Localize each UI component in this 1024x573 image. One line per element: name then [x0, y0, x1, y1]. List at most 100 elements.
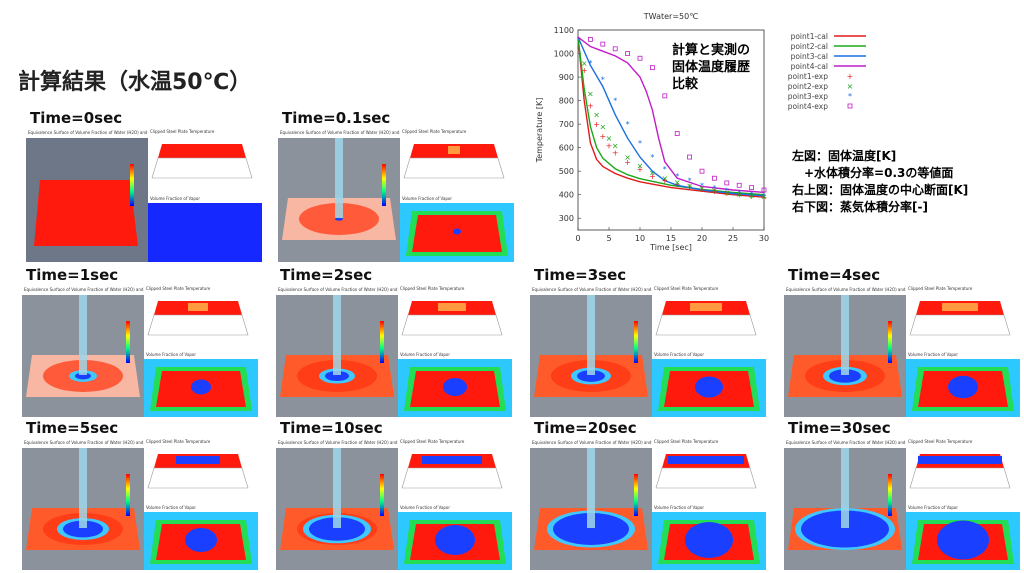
vapor-void — [191, 379, 211, 395]
water-jet — [335, 138, 343, 218]
simulation-frame: Equivalence Surface of Volume Fraction o… — [530, 438, 766, 570]
vapor-view-header — [144, 351, 258, 359]
data-point — [761, 187, 767, 193]
y-tick-label: 900 — [559, 73, 574, 82]
clip-view-background — [906, 438, 1020, 504]
clip-frame — [655, 314, 757, 336]
data-point: × — [736, 190, 743, 199]
colorbar — [634, 474, 638, 516]
clip-view-caption: Clipped Steel Plate Temperature — [654, 286, 719, 291]
simulation-frame: Equivalence Surface of Volume Fraction o… — [784, 438, 1020, 570]
simulation-frame: Equivalence Surface of Volume Fraction o… — [530, 285, 766, 417]
colorbar — [888, 321, 892, 363]
vapor-void — [685, 522, 733, 558]
iso-view-header — [278, 128, 400, 138]
time-label: Time=0sec — [30, 109, 123, 127]
legend-note-line: +水体積分率=0.3の等値面 — [792, 166, 954, 180]
data-point — [612, 46, 618, 52]
clip-view-background — [400, 128, 514, 195]
data-point: + — [761, 193, 768, 202]
iso-view-header — [530, 438, 652, 448]
clip-frame — [147, 467, 249, 489]
simulation-frame: Equivalence Surface of Volume Fraction o… — [22, 285, 258, 417]
chart-title: TWater=50℃ — [643, 12, 698, 21]
clip-cooled-zone — [918, 456, 1002, 464]
simulation-frame-svg: Equivalence Surface of Volume Fraction o… — [22, 438, 258, 570]
data-point: × — [674, 178, 681, 187]
iso-view-header — [22, 438, 144, 448]
data-point: + — [624, 158, 631, 167]
data-point: * — [675, 172, 679, 181]
clip-view-caption: Clipped Steel Plate Temperature — [908, 286, 973, 291]
vapor-void — [435, 525, 475, 555]
time-label: Time=5sec — [26, 419, 119, 437]
data-point — [749, 185, 755, 191]
y-tick-label: 600 — [559, 144, 574, 153]
simulation-frame: Equivalence Surface of Volume Fraction o… — [22, 438, 258, 570]
simulation-frame-svg: Equivalence Surface of Volume Fraction o… — [784, 285, 1020, 417]
iso-view-header — [276, 438, 398, 448]
iso-view-caption: Equivalence Surface of Volume Fraction o… — [278, 287, 447, 292]
data-point — [711, 175, 717, 181]
time-label: Time=20sec — [534, 419, 637, 437]
data-point: × — [723, 188, 730, 197]
x-tick-label: 5 — [606, 234, 611, 243]
data-point: × — [587, 90, 594, 99]
clip-view-caption: Clipped Steel Plate Temperature — [654, 439, 719, 444]
clip-cooled-zone — [690, 303, 722, 311]
figure-legend-note: 左図：固体温度[K] +水体積分率=0.3の等値面 右上図：固体温度の中心断面[… — [792, 148, 968, 216]
page-title: 計算結果（水温50℃） — [18, 70, 252, 95]
data-point: + — [711, 187, 718, 196]
clip-cooled-zone — [176, 456, 220, 464]
iso-view-header — [276, 285, 398, 295]
colorbar — [126, 321, 130, 363]
vapor-view-caption: Volume Fraction of Vapor — [150, 196, 200, 201]
vapor-view-header — [144, 504, 258, 512]
data-point: + — [587, 101, 594, 110]
iso-view-caption: Equivalence Surface of Volume Fraction o… — [786, 440, 955, 445]
data-point: * — [650, 153, 654, 162]
chart-svg: TWater=50℃ 0 5 10 15 20 25 30 300 400 500 600 700 800… — [535, 12, 769, 252]
iso-view-caption: Equivalence Surface of Volume Fraction o… — [28, 130, 197, 135]
data-point: × — [686, 181, 693, 190]
chart-legend: point1-calpoint2-calpoint3-calpoint4-cal… — [788, 32, 866, 111]
data-point: + — [606, 141, 613, 150]
cooled-core — [801, 510, 889, 548]
vapor-view-caption: Volume Fraction of Vapor — [146, 352, 196, 357]
time-label: Time=3sec — [534, 266, 627, 284]
vapor-view-background — [148, 195, 262, 262]
x-tick-label: 25 — [728, 234, 738, 243]
legend-label: point3-cal — [791, 52, 828, 61]
data-point — [637, 55, 643, 61]
y-tick-label: 300 — [559, 214, 574, 223]
legend-swatch: × — [847, 82, 854, 91]
vapor-view-caption: Volume Fraction of Vapor — [908, 352, 958, 357]
time-label: Time=2sec — [280, 266, 373, 284]
legend-swatch — [847, 103, 853, 109]
clip-view-caption: Clipped Steel Plate Temperature — [146, 439, 211, 444]
vapor-void — [695, 376, 723, 398]
clip-cooled-zone — [188, 303, 208, 311]
clip-view-caption: Clipped Steel Plate Temperature — [146, 286, 211, 291]
cooled-core — [553, 513, 629, 545]
clip-view-background — [144, 285, 258, 351]
simulation-frame: Equivalence Surface of Volume Fraction o… — [278, 128, 514, 262]
data-point: + — [612, 148, 619, 157]
data-point: × — [761, 193, 768, 202]
chart-annotation-line: 比較 — [672, 77, 699, 92]
iso-view-header — [784, 438, 906, 448]
temperature-history-chart: TWater=50℃ 0 5 10 15 20 25 30 300 400 500 600 700 800… — [528, 6, 776, 256]
vapor-view-caption: Volume Fraction of Vapor — [400, 505, 450, 510]
vapor-view-header — [652, 351, 766, 359]
cooled-core — [335, 217, 343, 221]
plot-area — [577, 29, 765, 231]
clip-cooled-zone — [438, 303, 466, 311]
data-point: + — [661, 177, 668, 186]
legend-label: point3-exp — [788, 92, 829, 101]
vapor-view-caption: Volume Fraction of Vapor — [654, 352, 704, 357]
iso-view-caption: Equivalence Surface of Volume Fraction o… — [532, 440, 701, 445]
colorbar — [382, 164, 386, 206]
vapor-view-header — [906, 504, 1020, 512]
clip-view-caption: Clipped Steel Plate Temperature — [400, 286, 465, 291]
data-point: × — [581, 59, 588, 68]
